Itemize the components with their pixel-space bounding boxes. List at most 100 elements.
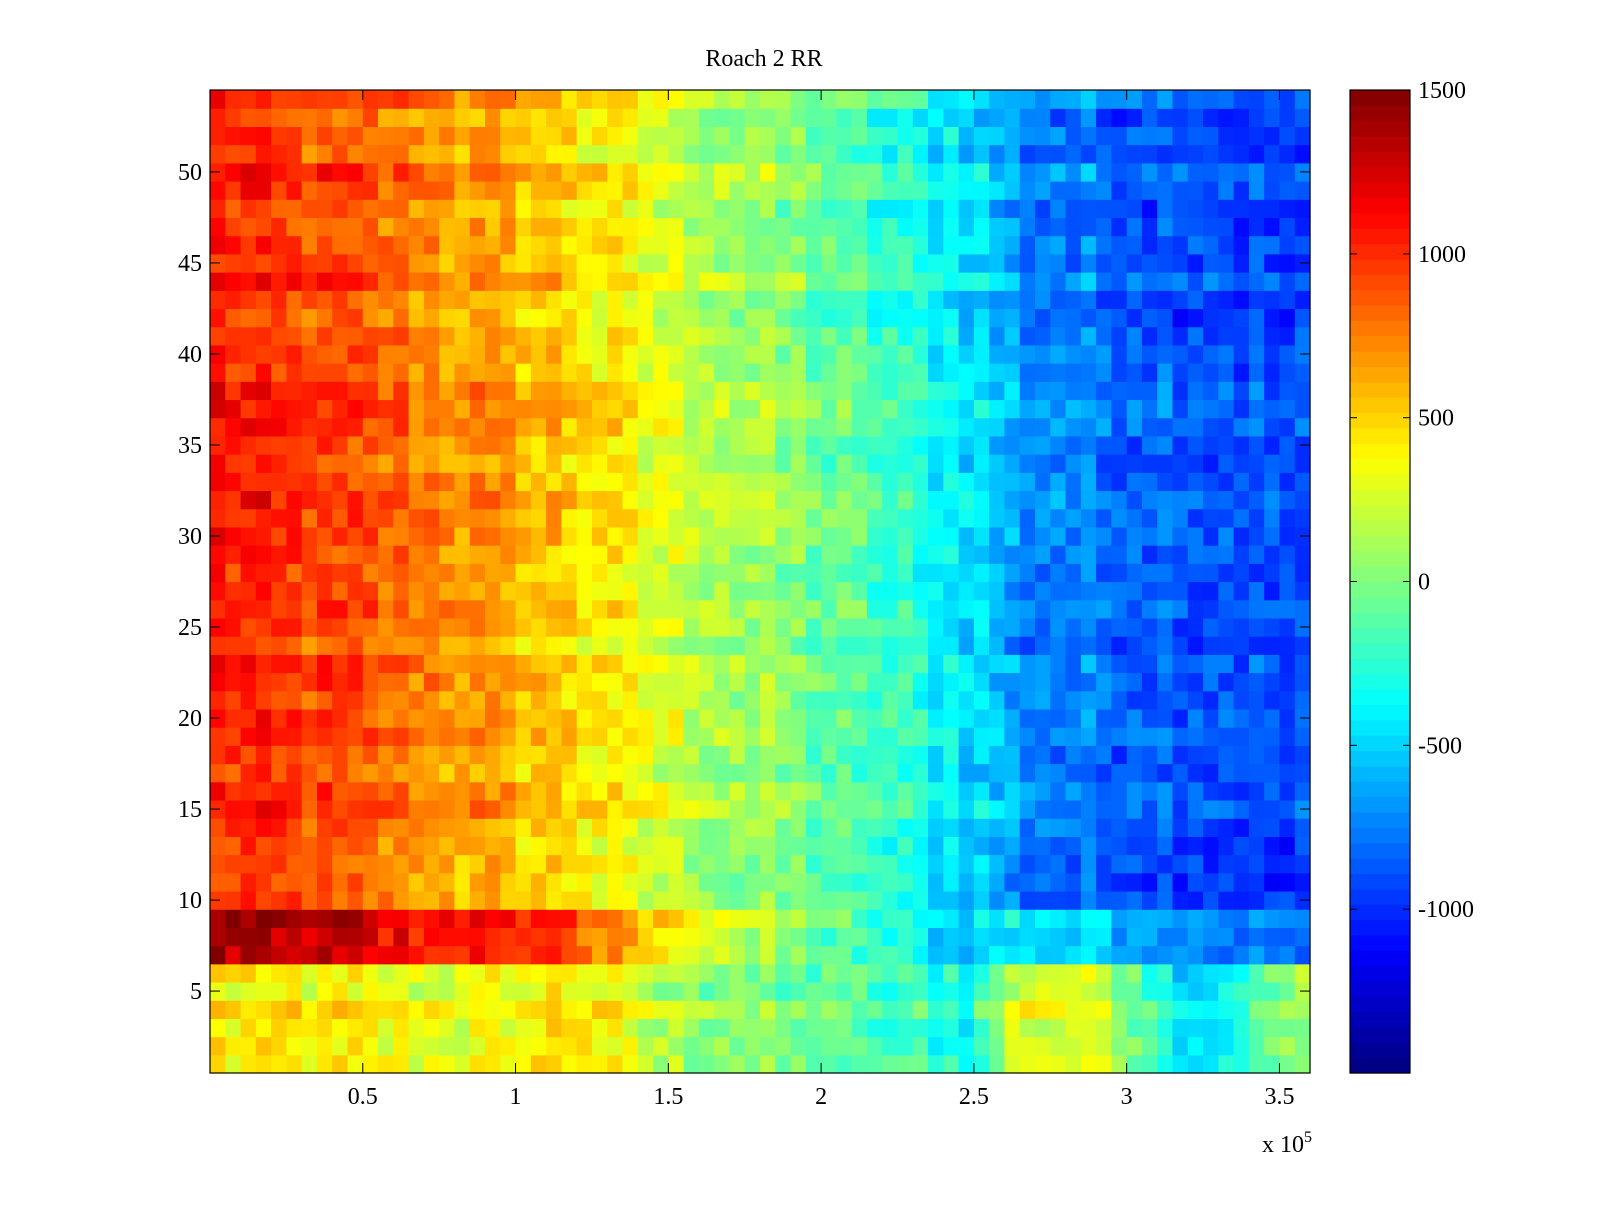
- heatmap-cell: [1187, 363, 1204, 382]
- heatmap-cell: [316, 563, 333, 583]
- heatmap-cell: [561, 1036, 578, 1056]
- heatmap-cell: [1111, 981, 1128, 1001]
- heatmap-cell: [500, 745, 517, 765]
- heatmap-cell: [591, 90, 608, 109]
- heatmap-cell: [1096, 308, 1112, 328]
- heatmap-cell: [1218, 799, 1235, 819]
- heatmap-cell: [485, 381, 501, 401]
- heatmap-cell: [1294, 581, 1311, 601]
- heatmap-cell: [454, 526, 471, 546]
- heatmap-cell: [866, 381, 883, 401]
- heatmap-cell: [1004, 617, 1021, 637]
- heatmap-cell: [607, 253, 624, 273]
- heatmap-cell: [744, 818, 761, 837]
- heatmap-cell: [714, 1018, 731, 1038]
- heatmap-cell: [989, 508, 1006, 528]
- heatmap-cell: [790, 181, 807, 200]
- heatmap-cell: [1187, 435, 1204, 455]
- heatmap-cell: [255, 490, 272, 510]
- heatmap-cell: [973, 162, 990, 182]
- heatmap-cell: [821, 1036, 837, 1056]
- heatmap-cell: [454, 727, 471, 746]
- heatmap-cell: [378, 199, 394, 219]
- heatmap-cell: [729, 745, 746, 765]
- heatmap-cell: [439, 272, 456, 291]
- heatmap-cell: [775, 836, 792, 856]
- heatmap-cell: [1080, 890, 1097, 910]
- heatmap-cell: [1233, 799, 1250, 819]
- heatmap-cell: [378, 144, 394, 164]
- heatmap-cell: [530, 545, 547, 564]
- heatmap-cell: [775, 326, 792, 346]
- heatmap-cell: [393, 909, 410, 928]
- heatmap-cell: [851, 636, 868, 655]
- heatmap-cell: [607, 981, 624, 1001]
- colorbar-segment: [1350, 857, 1410, 874]
- heatmap-cell: [943, 454, 960, 473]
- heatmap-cell: [362, 1054, 379, 1074]
- heatmap-cell: [836, 781, 853, 801]
- heatmap-cell: [591, 472, 608, 492]
- heatmap-cell: [821, 727, 837, 746]
- heatmap-cell: [1264, 508, 1281, 528]
- heatmap-cell: [897, 818, 914, 837]
- heatmap-cell: [1035, 1000, 1051, 1019]
- heatmap-cell: [485, 599, 501, 619]
- heatmap-cell: [1187, 126, 1204, 146]
- heatmap-cell: [423, 363, 440, 382]
- colorbar-segment: [1350, 166, 1410, 183]
- heatmap-cell: [1126, 799, 1143, 819]
- heatmap-cell: [1126, 435, 1143, 455]
- heatmap-cell: [393, 981, 410, 1001]
- heatmap-cell: [1172, 235, 1189, 255]
- colorbar-segment: [1350, 596, 1410, 613]
- heatmap-cell: [989, 344, 1006, 364]
- heatmap-cell: [1111, 818, 1128, 837]
- heatmap-cell: [454, 1054, 471, 1074]
- heatmap-cell: [1279, 727, 1296, 746]
- heatmap-cell: [744, 981, 761, 1001]
- heatmap-cell: [1080, 253, 1097, 273]
- heatmap-cell: [1065, 1036, 1082, 1056]
- heatmap-cell: [1126, 818, 1143, 837]
- heatmap-cell: [683, 144, 700, 164]
- heatmap-cell: [393, 854, 410, 874]
- heatmap-cell: [301, 454, 318, 473]
- heatmap-cell: [454, 909, 471, 928]
- heatmap-cell: [347, 181, 364, 200]
- heatmap-cell: [240, 981, 257, 1001]
- heatmap-cell: [622, 526, 639, 546]
- heatmap-cell: [378, 890, 394, 910]
- heatmap-cell: [378, 399, 394, 419]
- heatmap-cell: [698, 617, 715, 637]
- heatmap-cell: [1172, 399, 1189, 419]
- heatmap-cell: [912, 945, 929, 965]
- heatmap-cell: [316, 344, 333, 364]
- heatmap-cell: [851, 217, 868, 237]
- heatmap-cell: [1141, 272, 1158, 291]
- heatmap-cell: [637, 344, 654, 364]
- heatmap-cell: [683, 836, 700, 856]
- heatmap-cell: [912, 90, 929, 109]
- heatmap-cell: [958, 599, 975, 619]
- heatmap-cell: [622, 1018, 639, 1038]
- heatmap-cell: [607, 235, 624, 255]
- heatmap-cell: [1294, 854, 1311, 874]
- heatmap-cell: [1203, 909, 1219, 928]
- heatmap-cell: [530, 381, 547, 401]
- heatmap-cell: [393, 144, 410, 164]
- heatmap-cell: [928, 472, 944, 492]
- heatmap-cell: [637, 617, 654, 637]
- heatmap-cell: [1248, 854, 1265, 874]
- heatmap-cell: [1080, 727, 1097, 746]
- heatmap-cell: [775, 1036, 792, 1056]
- heatmap-cell: [1203, 672, 1219, 692]
- heatmap-cell: [1157, 217, 1174, 237]
- heatmap-cell: [1004, 162, 1021, 182]
- heatmap-cell: [729, 672, 746, 692]
- heatmap-cell: [362, 344, 379, 364]
- heatmap-cell: [362, 545, 379, 564]
- heatmap-cell: [1141, 945, 1158, 965]
- heatmap-cell: [851, 199, 868, 219]
- heatmap-cell: [1004, 1036, 1021, 1056]
